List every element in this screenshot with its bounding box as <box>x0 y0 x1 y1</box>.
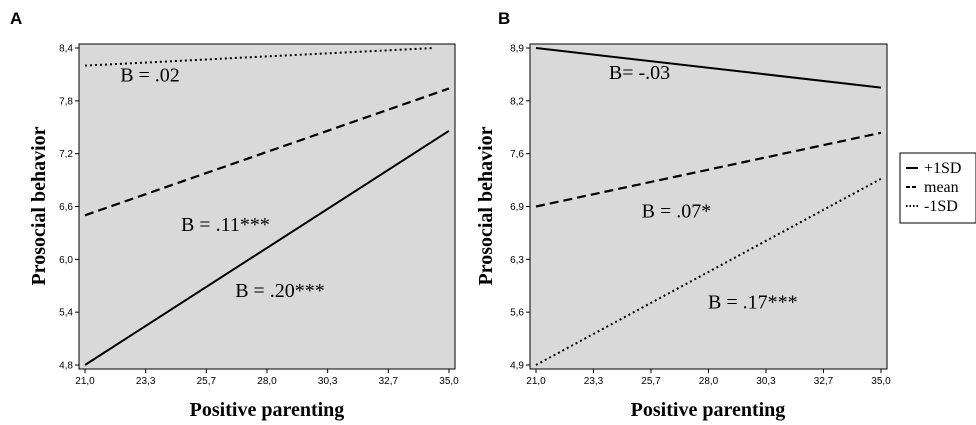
panel-a-y-tick-label: 4,8 <box>59 361 73 372</box>
panel-a-annotation: B = .20*** <box>235 280 325 302</box>
panel-b-plot-area <box>529 43 888 370</box>
panel-a-series-dotted-line <box>84 47 434 67</box>
panel-a-x-tick-label: 32,7 <box>379 376 399 387</box>
panel-a-x-tick-label: 25,7 <box>197 376 217 387</box>
panel-a-series-solid-line <box>84 129 450 366</box>
panel-b-series-solid-line <box>535 47 882 89</box>
panel-a-x-tick-label: 23,3 <box>136 376 156 387</box>
panel-b-y-tick-label: 4,9 <box>510 361 524 372</box>
panel-b-y-tick-label: 6,9 <box>510 202 524 213</box>
panel-a-x-tick-label: 21,0 <box>75 376 95 387</box>
panel-a-series-dashed-line <box>84 87 450 217</box>
panel-b-y-tick-label: 8,9 <box>510 44 524 55</box>
panel-b-annotation: B = .07* <box>642 200 712 222</box>
panel-b-series-dotted-line <box>535 177 882 366</box>
panel-a: A 21,0 23,3 25,7 28,0 30,3 32,7 35,0 4,8 5,4 6,0 6… <box>10 9 459 421</box>
panel-b-x-tick-label: 30,3 <box>756 376 776 387</box>
panel-b-y-tick-label: 6,3 <box>510 255 524 266</box>
panel-b-x-tick-label: 32,7 <box>814 376 834 387</box>
panel-b-x-tick-label: 28,0 <box>699 376 719 387</box>
panel-a-y-tick-label: 7,8 <box>59 96 73 107</box>
panel-a-y-tick-label: 6,0 <box>59 255 73 266</box>
panel-a-y-tick-label: 8,4 <box>59 44 73 55</box>
panel-b-annotation: B= -.03 <box>609 62 670 84</box>
legend-label: -1SD <box>924 198 958 215</box>
panel-a-x-tick-label: 30,3 <box>318 376 338 387</box>
legend: +1SD mean -1SD <box>899 152 976 224</box>
panel-b-x-tick-label: 35,0 <box>871 376 891 387</box>
panel-a-y-tick-label: 7,2 <box>59 149 73 160</box>
panel-a-x-tick-label: 35,0 <box>439 376 459 387</box>
panel-b-series <box>535 47 882 366</box>
panel-a-y-axis-title: Prosocial behavior <box>28 126 50 285</box>
panel-a-annotation: B = .11*** <box>181 214 270 236</box>
panel-b-label: B <box>498 9 510 28</box>
panel-a-y-tick-label: 5,4 <box>59 308 73 319</box>
panel-b-x-tick-label: 23,3 <box>584 376 604 387</box>
panel-b-annotations: B= -.03 B = .07* B = .17*** <box>609 62 798 314</box>
panel-b-annotation: B = .17*** <box>708 292 798 314</box>
panel-a-x-axis-title: Positive parenting <box>190 399 345 421</box>
panel-b-series-dashed-line <box>535 131 882 208</box>
panel-a-plot-area <box>78 43 456 370</box>
panel-a-annotation: B = .02 <box>120 64 180 86</box>
panel-b-ticks: 21,0 23,3 25,7 28,0 30,3 32,7 35,0 4,9 5,6 6,3 6,9… <box>510 44 891 388</box>
panel-b-y-tick-label: 8,2 <box>510 96 524 107</box>
panel-b-y-tick-label: 7,6 <box>510 149 524 160</box>
panel-a-y-tick-label: 6,6 <box>59 202 73 213</box>
panel-a-series <box>84 47 450 366</box>
panel-a-label: A <box>10 9 22 28</box>
panel-a-x-tick-label: 28,0 <box>257 376 277 387</box>
legend-label: +1SD <box>924 160 961 177</box>
panel-b-y-tick-label: 5,6 <box>510 308 524 319</box>
panel-b-y-axis-title: Prosocial behavior <box>475 126 497 285</box>
panel-b-x-tick-label: 21,0 <box>526 376 546 387</box>
panel-a-annotations: B = .02 B = .11*** B = .20*** <box>120 64 325 302</box>
panel-b: B 21,0 23,3 25,7 28,0 30,3 32,7 35,0 4,9 5,6 6,3 6… <box>475 9 891 421</box>
panel-a-ticks: 21,0 23,3 25,7 28,0 30,3 32,7 35,0 4,8 5,4 6,0 6,6… <box>59 44 459 388</box>
panel-b-x-axis-title: Positive parenting <box>631 399 786 421</box>
panel-b-x-tick-label: 25,7 <box>641 376 661 387</box>
legend-items: +1SD mean -1SD <box>906 160 961 215</box>
legend-label: mean <box>924 179 959 196</box>
